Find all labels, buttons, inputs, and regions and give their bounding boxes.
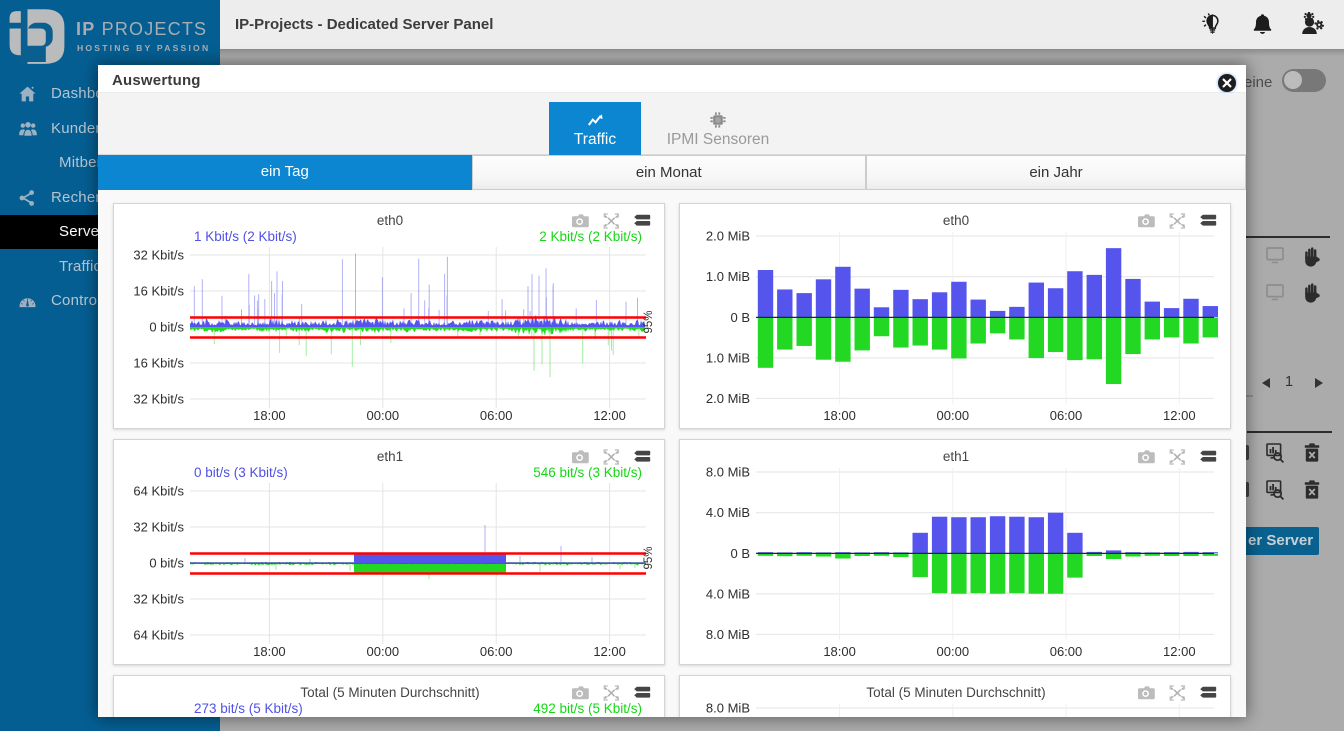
svg-text:32 Kbit/s: 32 Kbit/s xyxy=(133,392,184,407)
svg-text:64 Kbit/s: 64 Kbit/s xyxy=(133,484,184,499)
svg-text:492 bit/s (5 Kbit/s): 492 bit/s (5 Kbit/s) xyxy=(533,701,642,716)
svg-text:16 Kbit/s: 16 Kbit/s xyxy=(133,356,184,371)
svg-text:0 bit/s (3 Kbit/s): 0 bit/s (3 Kbit/s) xyxy=(194,465,288,480)
svg-text:06:00: 06:00 xyxy=(480,408,513,423)
svg-text:0 bit/s: 0 bit/s xyxy=(149,556,184,571)
svg-text:eth1: eth1 xyxy=(377,449,403,464)
svg-text:12:00: 12:00 xyxy=(1163,644,1196,659)
svg-text:Total (5 Minuten Durchschnitt): Total (5 Minuten Durchschnitt) xyxy=(300,685,479,700)
svg-text:0 bit/s: 0 bit/s xyxy=(149,320,184,335)
svg-text:1.0 MiB: 1.0 MiB xyxy=(706,350,750,365)
svg-text:64 Kbit/s: 64 Kbit/s xyxy=(133,628,184,643)
svg-text:32 Kbit/s: 32 Kbit/s xyxy=(133,520,184,535)
svg-text:2.0 MiB: 2.0 MiB xyxy=(706,391,750,406)
svg-text:273 bit/s (5 Kbit/s): 273 bit/s (5 Kbit/s) xyxy=(194,701,303,716)
svg-text:1 Kbit/s (2 Kbit/s): 1 Kbit/s (2 Kbit/s) xyxy=(194,229,297,244)
svg-text:eth1: eth1 xyxy=(943,449,969,464)
svg-text:32 Kbit/s: 32 Kbit/s xyxy=(133,248,184,263)
svg-text:546 bit/s (3 Kbit/s): 546 bit/s (3 Kbit/s) xyxy=(533,465,642,480)
svg-text:00:00: 00:00 xyxy=(367,408,400,423)
svg-text:95%: 95% xyxy=(643,546,655,569)
svg-text:12:00: 12:00 xyxy=(593,644,626,659)
svg-text:8.0 MiB: 8.0 MiB xyxy=(706,701,750,716)
svg-text:18:00: 18:00 xyxy=(253,644,286,659)
svg-text:06:00: 06:00 xyxy=(1050,644,1083,659)
svg-text:2 Kbit/s (2 Kbit/s): 2 Kbit/s (2 Kbit/s) xyxy=(539,229,642,244)
svg-text:18:00: 18:00 xyxy=(253,408,286,423)
svg-text:eth0: eth0 xyxy=(377,213,403,228)
svg-text:00:00: 00:00 xyxy=(937,644,970,659)
svg-text:06:00: 06:00 xyxy=(480,644,513,659)
svg-text:16 Kbit/s: 16 Kbit/s xyxy=(133,284,184,299)
svg-text:95%: 95% xyxy=(643,310,655,333)
svg-text:12:00: 12:00 xyxy=(593,408,626,423)
svg-text:4.0 MiB: 4.0 MiB xyxy=(706,586,750,601)
svg-text:Total (5 Minuten Durchschnitt): Total (5 Minuten Durchschnitt) xyxy=(866,685,1045,700)
svg-text:32 Kbit/s: 32 Kbit/s xyxy=(133,592,184,607)
svg-text:eth0: eth0 xyxy=(943,213,969,228)
svg-text:18:00: 18:00 xyxy=(823,408,856,423)
svg-text:2.0 MiB: 2.0 MiB xyxy=(706,229,750,244)
svg-text:06:00: 06:00 xyxy=(1050,408,1083,423)
svg-text:12:00: 12:00 xyxy=(1163,408,1196,423)
svg-text:0 B: 0 B xyxy=(730,310,750,325)
svg-text:18:00: 18:00 xyxy=(823,644,856,659)
svg-text:8.0 MiB: 8.0 MiB xyxy=(706,627,750,642)
svg-text:00:00: 00:00 xyxy=(367,644,400,659)
svg-text:8.0 MiB: 8.0 MiB xyxy=(706,465,750,480)
svg-text:4.0 MiB: 4.0 MiB xyxy=(706,505,750,520)
svg-text:00:00: 00:00 xyxy=(937,408,970,423)
svg-text:1.0 MiB: 1.0 MiB xyxy=(706,269,750,284)
svg-text:0 B: 0 B xyxy=(730,546,750,561)
